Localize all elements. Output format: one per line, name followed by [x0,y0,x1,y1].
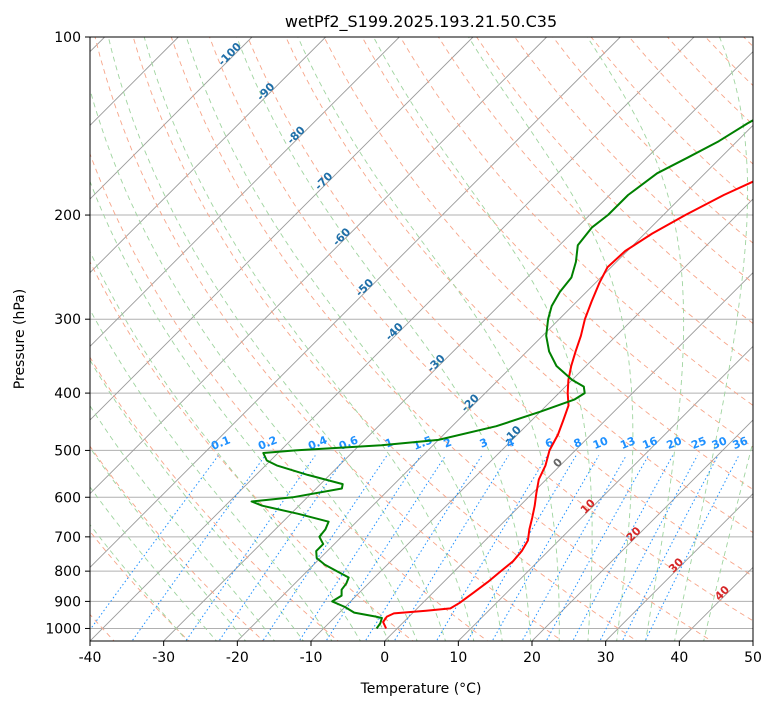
moist-adiabat-line [373,37,593,641]
x-tick-label: -40 [79,650,102,666]
moist-adiabat-line [107,37,446,641]
dry-adiabat-line [132,37,638,641]
isotherm-line [90,37,695,641]
y-axis: 100 200 300 400 500 600 700 800 900 1000 [45,30,90,637]
mixing-ratio-line [491,455,600,641]
dry-adiabat-line [94,37,564,641]
isotherm-line [90,37,621,568]
y-tick-label: 600 [54,490,81,506]
mixing-ratio-label: 36 [731,434,750,452]
moist-adiabat-line [90,404,276,641]
moist-adiabat-line [703,440,753,641]
isotherm-line [163,51,753,641]
isotherm-line [90,37,474,421]
mixing-ratio-label: 16 [640,434,659,452]
y-tick-label: 900 [54,594,81,610]
mixing-ratio-line [131,455,266,641]
moist-adiabat-line [143,37,475,641]
mixing-ratio-line [521,455,627,641]
plot-frame [89,36,754,642]
y-tick-label: 1000 [45,621,81,637]
x-axis: -40 -30 -20 -10 0 10 20 30 40 50 [79,641,762,666]
x-tick-label: -20 [226,650,249,666]
moist-adiabat-line [90,523,188,641]
x-tick-label: 50 [744,650,762,666]
isotherm-line [458,345,753,641]
temperature-profile-line [382,180,753,629]
moist-adiabat-line [236,37,532,641]
moist-adiabat-line [90,446,247,641]
isotherm-line [605,493,753,641]
dry-adiabat-line [90,530,190,641]
mixing-ratio-label: 30 [710,434,729,452]
moist-adiabat-line [297,37,560,641]
dry-adiabat-line [209,37,753,622]
isotherm-line [237,124,753,641]
y-tick-label: 300 [54,312,81,328]
isotherm-line [90,37,547,495]
mixing-ratio-line [90,455,219,631]
x-tick-label: 10 [449,650,467,666]
y-tick-label: 800 [54,564,81,580]
mixing-ratio-line [435,455,548,641]
dry-adiabat-line [90,152,489,641]
x-tick-label: -10 [300,650,323,666]
mixing-ratio-line [218,455,347,641]
profile-series [250,119,753,630]
mixing-ratio-line [262,455,388,641]
chart-title: wetPf2_S199.2025.193.21.50.C35 [285,12,557,32]
isotherm-line [90,37,326,274]
dry-adiabat-line [170,37,713,641]
moist-adiabat-line [185,37,503,641]
dry-adiabat-line [323,37,753,491]
x-tick-label: 40 [670,650,688,666]
mixing-ratio-label: 2 [442,436,454,451]
y-tick-label: 100 [54,30,81,46]
y-tick-label: 400 [54,386,81,402]
dry-adiabat-line [476,37,753,325]
isotherm-line [531,419,753,641]
moist-adiabat-line [90,180,390,641]
mixing-ratio-label: 20 [665,434,684,452]
background-lines [90,37,753,641]
mixing-ratio-label: 10 [591,434,610,452]
moist-adiabat-line [90,486,218,641]
dewpoint-profile-line [250,119,753,630]
mixing-ratio-label: 1 [383,436,395,451]
moist-adiabat-line [468,37,634,641]
mixing-ratio-line [572,455,674,641]
y-tick-label: 500 [54,443,81,459]
mixing-ratio-label: 13 [618,434,637,452]
mixing-ratio-label: 8 [572,436,584,451]
y-tick-label: 700 [54,530,81,546]
mixing-ratio-label: 3 [478,436,490,451]
dry-adiabat-line [361,37,753,448]
x-tick-label: -30 [152,650,175,666]
dry-adiabat-line [90,356,339,641]
moist-adiabat-line [674,37,749,641]
x-axis-title: Temperature (°C) [360,681,482,697]
y-tick-label: 200 [54,208,81,224]
x-tick-label: 20 [523,650,541,666]
plot-area [90,37,753,641]
isotherm-line [90,37,400,347]
isotherm-line [384,272,753,641]
moist-adiabat-line [586,37,685,641]
y-axis-title: Pressure (hPa) [12,289,28,389]
mixing-ratio-label: 25 [689,434,708,452]
x-tick-label: 0 [380,650,389,666]
mixing-ratio-line [325,455,447,641]
mixing-ratio-line [466,455,577,641]
moist-adiabat-line [90,250,361,641]
x-tick-label: 30 [597,650,615,666]
isotherm-line [90,37,253,200]
